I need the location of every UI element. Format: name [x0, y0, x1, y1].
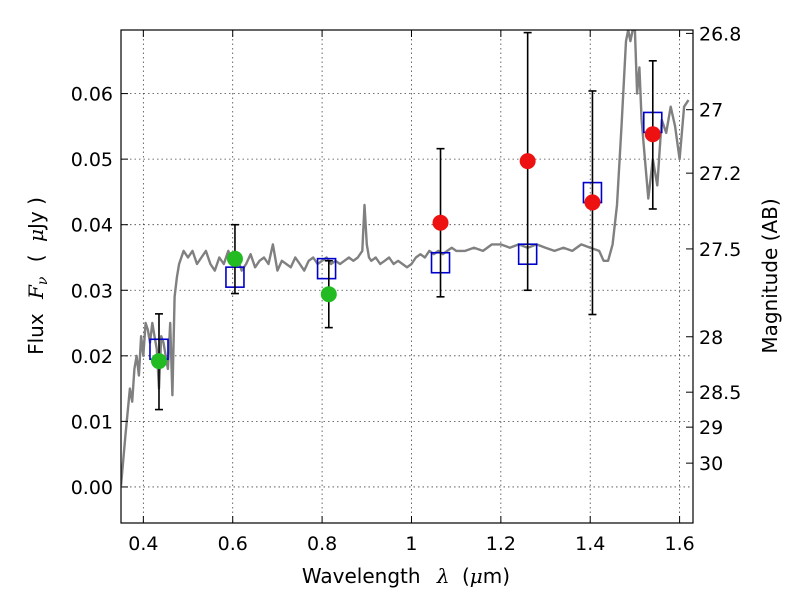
y-tick-label: 0.06: [71, 84, 113, 106]
y-axis-symbol-sub: ν: [35, 276, 51, 285]
data-point: [226, 250, 243, 267]
data-point: [432, 214, 449, 231]
x-axis-unit-open: (: [462, 564, 470, 588]
y-axis-title: Flux Fν ( μJy ): [24, 197, 52, 355]
x-tick-label: 1.6: [664, 533, 694, 555]
y2-tick-label: 30: [699, 453, 723, 475]
y2-tick-label: 28.5: [699, 382, 741, 404]
x-tick-label: 0.8: [307, 533, 337, 555]
x-axis-label: Wavelength: [302, 564, 421, 588]
x-tick-label: 0.4: [128, 533, 158, 555]
y2-tick-label: 26.8: [699, 23, 741, 45]
y2-axis-ticks: 26.8 27 27.2 27.5 28 28.5 29 30: [686, 23, 741, 475]
y2-axis-title: Magnitude (AB): [758, 198, 782, 353]
x-tick-label: 1: [405, 533, 417, 555]
y2-tick-label: 29: [699, 417, 723, 439]
data-point: [644, 126, 661, 143]
data-point: [320, 286, 337, 303]
plot-area: [121, 30, 690, 486]
error-bars: [154, 31, 657, 411]
data-points: [150, 126, 661, 370]
x-tick-label: 1.4: [575, 533, 605, 555]
y2-tick-label: 27.5: [699, 239, 741, 261]
x-axis-unit-mu: μ: [470, 564, 483, 588]
y-axis-symbol: F: [24, 284, 48, 300]
plot-frame: [120, 29, 694, 524]
data-point: [584, 194, 601, 211]
y-tick-label: 0.05: [71, 149, 113, 171]
data-point: [150, 353, 167, 370]
x-tick-label: 1.2: [486, 533, 516, 555]
y-axis-unit-mu: μ: [24, 229, 48, 242]
model-flux-box: [316, 257, 337, 280]
x-axis-unit-rest: m): [483, 564, 510, 588]
y-tick-label: 0.02: [71, 346, 113, 368]
x-axis-symbol: λ: [436, 564, 450, 588]
y-tick-label: 0.00: [71, 477, 113, 499]
y-axis-label: Flux: [24, 313, 48, 355]
x-tick-label: 0.6: [218, 533, 248, 555]
y-axis-unit-open: (: [24, 254, 48, 262]
y-axis-unit-rest: Jy ): [24, 197, 48, 231]
y2-tick-label: 28: [699, 327, 723, 349]
grid-lines: [121, 30, 693, 523]
x-axis-title: Wavelength λ (μm): [302, 564, 510, 588]
y-tick-label: 0.01: [71, 411, 113, 433]
y-tick-label: 0.04: [71, 215, 113, 237]
y-axis-ticks: 0.00 0.01 0.02 0.03 0.04 0.05 0.06: [71, 84, 128, 499]
data-point: [519, 153, 536, 170]
x-axis-ticks: 0.4 0.6 0.8 1 1.2 1.4 1.6: [128, 30, 695, 555]
y-tick-label: 0.03: [71, 280, 113, 302]
template-spectrum-line: [121, 30, 690, 486]
y2-tick-label: 27.2: [699, 163, 741, 185]
y2-tick-label: 27: [699, 100, 723, 122]
